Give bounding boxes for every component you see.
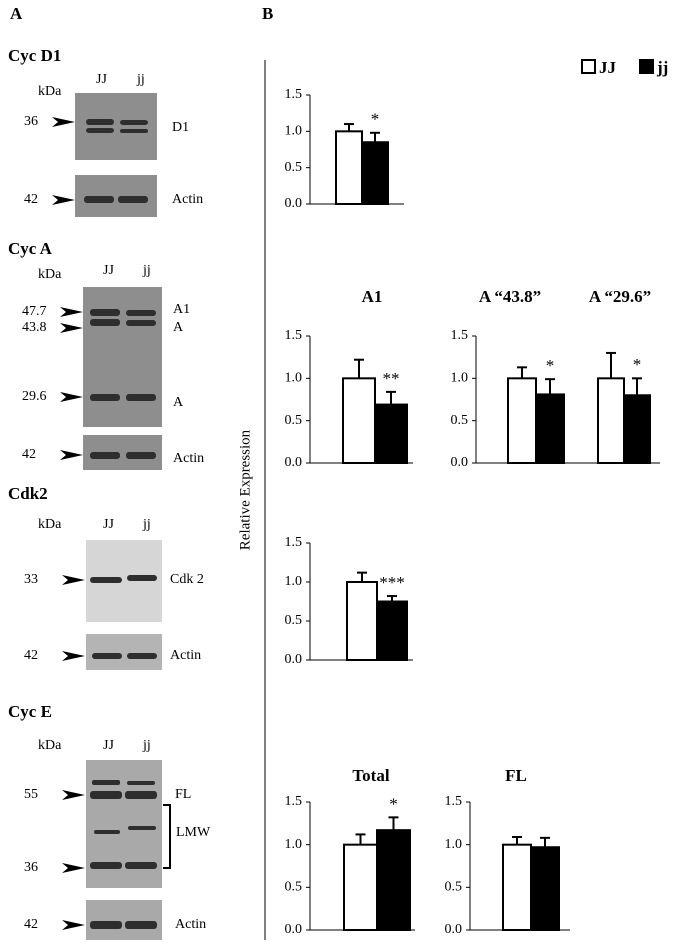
lane-label: JJ xyxy=(103,517,114,532)
lane-label: jj xyxy=(142,263,151,278)
panel-label: A xyxy=(10,4,23,23)
lane-label: jj xyxy=(136,72,145,87)
bar xyxy=(343,843,378,932)
band-label: Cdk 2 xyxy=(170,572,204,587)
y-tick-label: 0.0 xyxy=(285,652,303,667)
kda-label: kDa xyxy=(38,267,62,282)
y-tick-label: 0.5 xyxy=(285,613,303,628)
chart-title: A “29.6” xyxy=(589,287,651,306)
lane-label: jj xyxy=(142,738,151,753)
y-axis-label: Relative Expression xyxy=(237,429,253,550)
marker-label: 55 xyxy=(24,787,38,802)
y-tick-label: 1.0 xyxy=(285,371,303,386)
y-tick-label: 1.5 xyxy=(285,87,303,102)
legend-label: jj xyxy=(656,58,668,77)
panel-label: B xyxy=(262,4,273,23)
chart-title: FL xyxy=(505,766,527,785)
kda-label: kDa xyxy=(38,738,62,753)
band-label: Actin xyxy=(170,648,201,663)
chart-title: A “43.8” xyxy=(479,287,541,306)
band-label: Actin xyxy=(173,451,204,466)
y-tick-label: 1.0 xyxy=(285,837,303,852)
y-tick-label: 1.0 xyxy=(445,837,463,852)
legend-label: JJ xyxy=(599,58,617,77)
y-tick-label: 1.0 xyxy=(285,124,303,139)
bar xyxy=(623,394,651,464)
band-label: D1 xyxy=(172,120,189,135)
bar xyxy=(361,141,389,206)
y-tick-label: 0.5 xyxy=(285,160,303,175)
significance-label: * xyxy=(371,110,380,129)
blot xyxy=(62,540,162,670)
y-tick-label: 1.5 xyxy=(285,328,303,343)
blot-title: Cyc D1 xyxy=(8,46,61,65)
y-tick-label: 0.5 xyxy=(285,413,303,428)
marker-label: 42 xyxy=(22,447,36,462)
blot xyxy=(62,760,171,940)
bar xyxy=(376,829,411,931)
significance-label: *** xyxy=(379,573,405,592)
lane-label: JJ xyxy=(103,738,114,753)
blot-title: Cyc E xyxy=(8,702,52,721)
significance-label: ** xyxy=(383,369,400,388)
marker-label: 47.7 xyxy=(22,304,47,319)
band-label: A xyxy=(173,320,184,335)
y-tick-label: 1.0 xyxy=(285,574,303,589)
y-tick-label: 1.5 xyxy=(451,328,469,343)
bar xyxy=(530,846,560,932)
kda-label: kDa xyxy=(38,84,62,99)
y-tick-label: 1.5 xyxy=(285,794,303,809)
significance-label: * xyxy=(389,794,398,813)
band-label: FL xyxy=(175,787,191,802)
lane-label: jj xyxy=(142,517,151,532)
blot xyxy=(60,287,162,470)
y-tick-label: 0.5 xyxy=(285,880,303,895)
blot xyxy=(52,93,157,217)
marker-label: 42 xyxy=(24,648,38,663)
bar xyxy=(507,377,537,465)
chart-title: Total xyxy=(352,766,389,785)
blot-title: Cyc A xyxy=(8,239,53,258)
band-label: A1 xyxy=(173,302,190,317)
significance-label: * xyxy=(633,355,642,374)
bar xyxy=(374,403,408,464)
y-tick-label: 0.0 xyxy=(451,455,469,470)
y-tick-label: 0.5 xyxy=(445,880,463,895)
y-tick-label: 0.5 xyxy=(451,413,469,428)
bar xyxy=(342,377,376,465)
significance-label: * xyxy=(546,356,555,375)
band-label: Actin xyxy=(172,192,203,207)
y-tick-label: 0.0 xyxy=(285,455,303,470)
marker-label: 42 xyxy=(24,917,38,932)
marker-label: 29.6 xyxy=(22,389,47,404)
bar xyxy=(376,600,408,661)
kda-label: kDa xyxy=(38,517,62,532)
marker-label: 33 xyxy=(24,572,38,587)
y-tick-label: 0.0 xyxy=(285,196,303,211)
y-tick-label: 1.5 xyxy=(285,535,303,550)
bar xyxy=(502,843,532,932)
y-tick-label: 0.0 xyxy=(285,922,303,937)
band-label: LMW xyxy=(176,825,211,840)
y-tick-label: 1.0 xyxy=(451,371,469,386)
legend-swatch xyxy=(639,59,654,74)
chart-title: A1 xyxy=(362,287,383,306)
marker-label: 36 xyxy=(24,860,38,875)
bar xyxy=(346,581,378,661)
blot-title: Cdk2 xyxy=(8,484,48,503)
legend-swatch xyxy=(581,59,596,74)
bar xyxy=(597,377,625,465)
marker-label: 36 xyxy=(24,114,38,129)
marker-label: 43.8 xyxy=(22,320,47,335)
lane-label: JJ xyxy=(96,72,107,87)
y-tick-label: 1.5 xyxy=(445,794,463,809)
bar xyxy=(535,393,565,465)
lane-label: JJ xyxy=(103,263,114,278)
bar xyxy=(335,130,363,205)
band-label: Actin xyxy=(175,917,206,932)
band-label: A xyxy=(173,395,184,410)
y-tick-label: 0.0 xyxy=(445,922,463,937)
marker-label: 42 xyxy=(24,192,38,207)
